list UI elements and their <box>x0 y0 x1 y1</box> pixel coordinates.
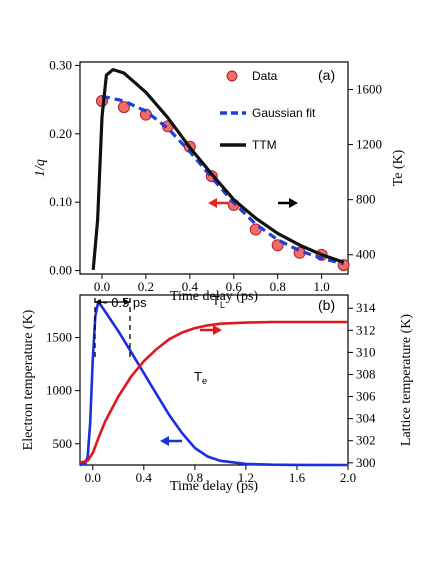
panel-b-series-tl <box>79 320 348 465</box>
panel-b-ytick-right-label: 314 <box>356 300 376 315</box>
panel-a-ytick-right-label: 1200 <box>356 137 382 152</box>
panel-b-ytick-right-label: 300 <box>356 455 376 470</box>
panel-a-data-point <box>117 101 130 114</box>
panel-a-xtick-label: 0.6 <box>226 279 243 294</box>
panel-a-ytick-right-label: 1600 <box>356 82 382 97</box>
panel-b-xtick-label: 0.8 <box>187 470 203 485</box>
fwhm-label: ~ 0.5 ps <box>100 295 147 310</box>
panel-b-ytick-left-label: 1000 <box>46 383 72 398</box>
panel-b-ylabel-right: Lattice temperature (K) <box>399 314 414 446</box>
panel-a-ylabel-right: Te (K) <box>391 149 406 186</box>
panel-b-ytick-right-label: 312 <box>356 322 376 337</box>
panel-b-ylabel-left: Electron temperature (K) <box>21 309 36 450</box>
panel-a-ytick-left-label: 0.30 <box>49 57 72 72</box>
panel-b-xtick-label: 0.0 <box>85 470 101 485</box>
panel-a-xlabel: Time delay (ps) <box>170 289 258 304</box>
panel-a-series-ttm <box>91 67 345 271</box>
panel-b-frame <box>79 294 349 466</box>
arrow-left-red <box>208 198 228 208</box>
panel-b-label: (b) <box>318 297 335 313</box>
arrow-left-blue <box>160 436 182 446</box>
panel-b: 0.0 0.4 0.8 1.2 1.6 2.0 500 1000 1500 300 302 304 30… <box>21 293 414 494</box>
panel-a-xtick-label: 1.0 <box>314 279 330 294</box>
tl-label: TL <box>212 293 225 310</box>
panel-a-series-gaussian-fit <box>101 94 344 266</box>
panel-b-ytick-right-label: 310 <box>356 344 376 359</box>
legend-data-label: Data <box>252 69 278 83</box>
panel-a-ylabel-left: 1/q <box>33 159 48 177</box>
panel-b-series-te <box>79 302 349 467</box>
panel-a-ytick-right-label: 400 <box>356 247 376 262</box>
panel-a-ytick-right-label: 800 <box>356 192 376 207</box>
panel-b-ytick-left-label: 1500 <box>46 330 72 345</box>
legend-data-marker <box>226 70 238 82</box>
panel-b-ytick-right-label: 306 <box>356 389 376 404</box>
panel-a-xtick-label: 0.2 <box>138 279 154 294</box>
panel-a-ytick-left-label: 0.20 <box>49 126 72 141</box>
legend-gaussian-label: Gaussian fit <box>252 106 316 120</box>
panel-a-label: (a) <box>318 67 335 83</box>
te-label: Te <box>194 369 207 386</box>
panel-b-xtick-label: 2.0 <box>340 470 356 485</box>
panel-b-xtick-label: 1.2 <box>238 470 254 485</box>
panel-b-ytick-right-label: 304 <box>356 411 376 426</box>
fwhm-annotation <box>94 298 131 358</box>
panel-b-xlabel: Time delay (ps) <box>170 479 258 494</box>
panel-b-ytick-left-label: 500 <box>53 436 73 451</box>
panel-a-xtick-label: 0.0 <box>94 279 110 294</box>
panel-b-xtick-label: 1.6 <box>289 470 306 485</box>
arrow-right-red <box>200 325 222 335</box>
panel-a-ytick-left-label: 0.00 <box>49 263 72 278</box>
panel-a-xtick-label: 0.4 <box>182 279 199 294</box>
panel-b-xtick-label: 0.4 <box>136 470 153 485</box>
panel-a-frame <box>79 61 349 275</box>
arrow-right-black <box>278 198 298 208</box>
panel-a-ytick-left-label: 0.10 <box>49 194 72 209</box>
panel-b-ytick-right-label: 308 <box>356 366 376 381</box>
legend-ttm-label: TTM <box>252 138 277 152</box>
panel-b-ytick-right-label: 302 <box>356 433 376 448</box>
panel-a: 0.0 0.2 0.4 0.6 0.8 1.0 0.00 0.10 0.20 0.30 400 800… <box>33 57 406 304</box>
panel-a-legend: Data Gaussian fit TTM <box>220 69 316 152</box>
panel-a-xtick-label: 0.8 <box>270 279 286 294</box>
